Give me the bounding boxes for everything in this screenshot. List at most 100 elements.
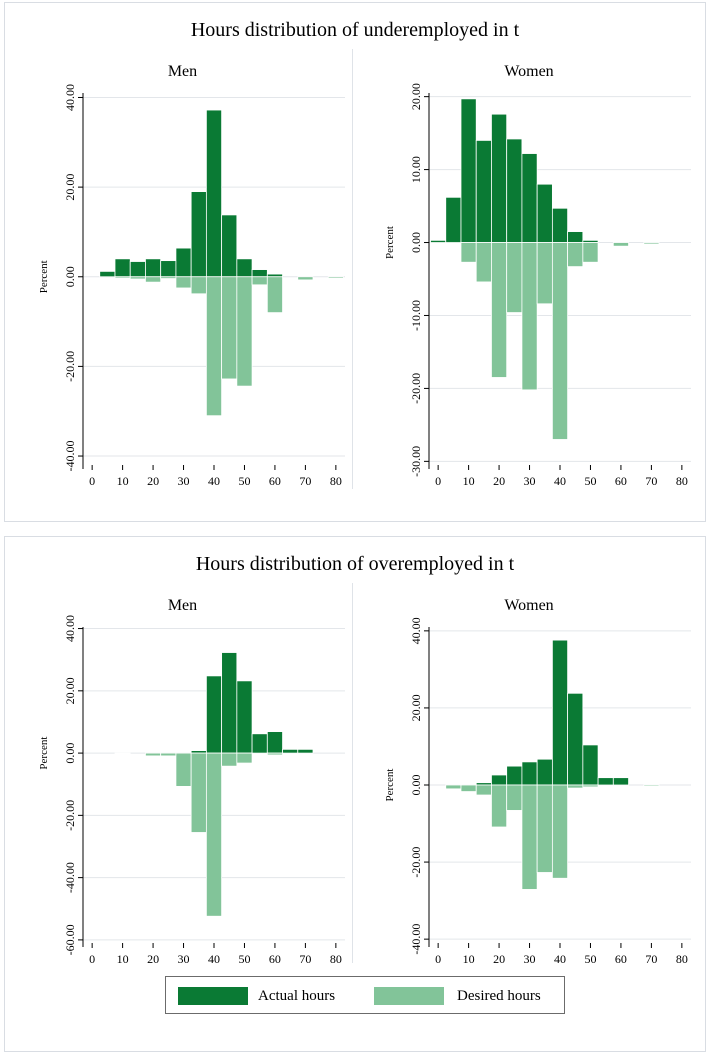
- x-tick-label: 30: [524, 952, 536, 966]
- bar-actual: [567, 692, 584, 786]
- x-tick-label: 10: [463, 474, 475, 488]
- y-tick-label: 20.00: [409, 83, 423, 110]
- x-tick-label: 40: [208, 952, 220, 966]
- bar-desired: [190, 752, 207, 833]
- bar-desired: [205, 276, 223, 417]
- x-tick-label: 30: [178, 952, 190, 966]
- y-tick-label: 20.00: [63, 677, 77, 704]
- bar-actual: [205, 675, 223, 754]
- bar-desired: [236, 276, 253, 387]
- bar-actual: [236, 680, 253, 754]
- bar-actual: [506, 765, 523, 786]
- bar-desired: [551, 242, 569, 440]
- x-tick-label: 0: [89, 952, 95, 966]
- bar-desired: [643, 242, 660, 245]
- bar-actual: [221, 652, 238, 754]
- y-tick-label: 0.00: [409, 232, 423, 253]
- bar-desired: [160, 276, 177, 279]
- bar-desired: [521, 242, 538, 391]
- y-tick-label: 0.00: [409, 775, 423, 796]
- bar-desired: [612, 242, 629, 247]
- bar-actual: [129, 261, 146, 278]
- bar-actual: [430, 239, 447, 243]
- bar-actual: [460, 98, 477, 243]
- y-tick-label: 0.00: [63, 266, 77, 287]
- bar-actual: [160, 260, 177, 278]
- y-tick-label: 20.00: [63, 174, 77, 201]
- bar-actual: [266, 731, 283, 754]
- panel-title: Men: [167, 597, 198, 614]
- x-tick-label: 10: [117, 952, 129, 966]
- bar-desired: [190, 276, 207, 295]
- bar-desired: [221, 752, 238, 767]
- bar-desired: [536, 242, 553, 305]
- y-tick-label: -10.00: [409, 300, 423, 331]
- bar-actual: [445, 196, 462, 243]
- bar-desired: [266, 752, 283, 756]
- y-axis-label: Percent: [38, 260, 50, 293]
- x-tick-label: 80: [676, 952, 688, 966]
- bar-actual: [506, 138, 523, 243]
- bar-actual: [582, 744, 599, 786]
- bar-desired: [521, 784, 538, 890]
- y-tick-label: 40.00: [63, 615, 77, 642]
- bar-actual: [175, 247, 192, 278]
- x-tick-label: 80: [330, 474, 342, 488]
- figure-title: Hours distribution of overemployed in t: [195, 553, 515, 575]
- bar-actual: [491, 113, 508, 243]
- bar-desired: [236, 752, 253, 764]
- panel-women-underemployed: Women -30.00 -20.00 -10.00 0.00 10.00 20.00 Pe…: [359, 49, 699, 489]
- x-tick-label: 60: [615, 474, 627, 488]
- legend-swatch-actual: [178, 987, 248, 1005]
- figure-underemployed: Hours distribution of underemployed in t…: [4, 2, 706, 522]
- y-tick-label: 40.00: [63, 84, 77, 111]
- panel-title: Men: [167, 63, 198, 80]
- x-tick-label: 80: [330, 952, 342, 966]
- x-tick-label: 70: [299, 952, 311, 966]
- bar-desired: [251, 276, 268, 286]
- y-tick-label: 40.00: [409, 617, 423, 644]
- bar-actual: [491, 774, 508, 786]
- x-tick-label: 40: [208, 474, 220, 488]
- bar-desired: [506, 784, 523, 811]
- bar-desired: [160, 752, 177, 757]
- bar-desired: [266, 276, 283, 314]
- bar-desired: [475, 242, 492, 283]
- x-tick-label: 60: [615, 952, 627, 966]
- bar-desired: [175, 752, 192, 787]
- bar-actual: [297, 748, 314, 754]
- panel-men-underemployed: Men -40.00 -20.00 0.00 20.00 40.00 Percent 0 10…: [13, 49, 353, 489]
- bar-desired: [643, 784, 660, 787]
- x-tick-label: 20: [147, 952, 159, 966]
- x-tick-label: 50: [238, 952, 250, 966]
- y-tick-label: -30.00: [409, 446, 423, 477]
- y-tick-label: -20.00: [409, 373, 423, 404]
- bar-actual: [551, 207, 569, 243]
- bar-actual: [475, 140, 492, 243]
- panel-title: Women: [504, 63, 554, 80]
- bar-desired: [114, 752, 131, 755]
- x-tick-label: 30: [178, 474, 190, 488]
- chart-svg: -40.00 -20.00 0.00 20.00 40.00 Percent 0 10 20 30…: [38, 84, 345, 488]
- bar-actual: [612, 777, 629, 786]
- y-tick-label: -20.00: [63, 351, 77, 382]
- x-tick-label: 40: [554, 474, 566, 488]
- bar-desired: [175, 276, 192, 289]
- bar-desired: [327, 276, 344, 279]
- bar-desired: [460, 784, 477, 792]
- bar-actual: [597, 777, 614, 786]
- y-axis-label: Percent: [384, 226, 396, 259]
- y-tick-label: 20.00: [409, 694, 423, 721]
- panel-title: Women: [504, 597, 554, 614]
- bar-actual: [567, 231, 584, 243]
- x-tick-label: 70: [299, 474, 311, 488]
- bar-actual: [282, 748, 299, 754]
- bar-actual: [536, 183, 553, 243]
- x-tick-label: 70: [645, 952, 657, 966]
- bar-actual: [251, 733, 268, 754]
- y-axis-label: Percent: [384, 769, 396, 802]
- legend-label-desired: Desired hours: [457, 988, 541, 1004]
- bar-desired: [221, 276, 238, 380]
- x-tick-label: 60: [269, 952, 281, 966]
- bar-desired: [145, 276, 162, 283]
